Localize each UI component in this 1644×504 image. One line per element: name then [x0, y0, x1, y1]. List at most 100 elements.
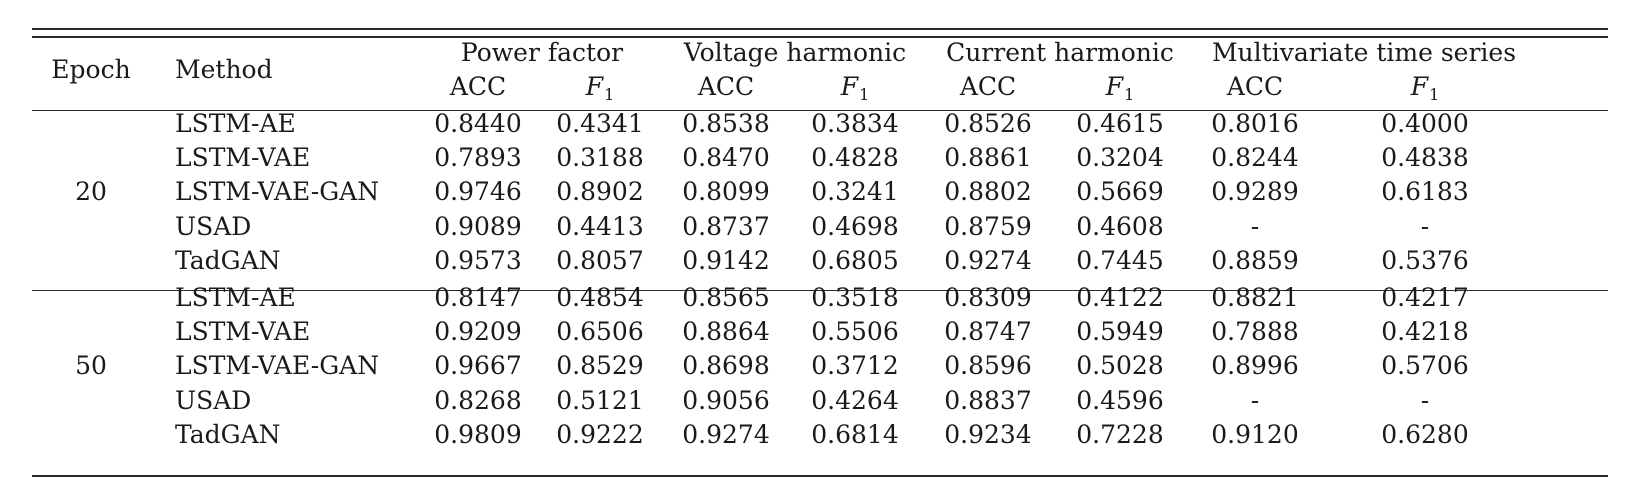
- value-cell: 0.9274: [944, 245, 1032, 275]
- value-cell: 0.6506: [556, 317, 644, 347]
- value-cell: 0.6280: [1381, 419, 1469, 449]
- value-cell: 0.8309: [944, 283, 1032, 312]
- value-cell: 0.3204: [1076, 143, 1164, 173]
- f-symbol: F: [1410, 72, 1429, 101]
- method-cell: TadGAN: [175, 419, 281, 449]
- value-cell: 0.8057: [556, 245, 644, 275]
- value-cell: 0.8529: [556, 351, 644, 381]
- f-symbol: F: [840, 72, 859, 101]
- value-cell: 0.9667: [434, 351, 522, 381]
- value-cell: 0.8996: [1211, 351, 1299, 381]
- value-cell: 0.4413: [556, 211, 644, 241]
- value-cell: 0.3834: [811, 109, 899, 138]
- header-rule: [32, 110, 1608, 112]
- method-cell: LSTM-VAE: [175, 317, 311, 347]
- value-cell: 0.4615: [1076, 109, 1164, 138]
- value-cell: 0.8596: [944, 351, 1032, 381]
- value-cell: 0.7893: [434, 143, 522, 173]
- value-cell: 0.4854: [556, 283, 644, 312]
- value-cell: 0.3241: [811, 177, 899, 207]
- value-cell: 0.9274: [682, 419, 770, 449]
- header-f1: F1: [1411, 72, 1440, 110]
- method-cell: LSTM-AE: [175, 109, 296, 138]
- value-cell: 0.7228: [1076, 419, 1164, 449]
- value-cell: 0.4608: [1076, 211, 1164, 241]
- value-cell: 0.4217: [1381, 283, 1469, 312]
- value-cell: 0.8802: [944, 177, 1032, 207]
- value-cell: 0.8440: [434, 109, 522, 138]
- value-cell: 0.4596: [1076, 385, 1164, 415]
- value-cell: 0.9056: [682, 385, 770, 415]
- value-cell: 0.8759: [944, 211, 1032, 241]
- f-subscript: 1: [859, 85, 870, 104]
- value-cell: 0.7445: [1076, 245, 1164, 275]
- header-f1: F1: [1106, 72, 1135, 110]
- header-group-1: Power factor: [460, 38, 624, 67]
- method-cell: TadGAN: [175, 245, 281, 275]
- value-cell: 0.6814: [811, 419, 899, 449]
- value-cell: 0.8861: [944, 143, 1032, 173]
- method-cell: USAD: [175, 211, 252, 241]
- value-cell: 0.4698: [811, 211, 899, 241]
- header-acc: ACC: [697, 72, 755, 101]
- value-cell: 0.3712: [811, 351, 899, 381]
- header-acc: ACC: [1226, 72, 1284, 101]
- value-cell: 0.5706: [1381, 351, 1469, 381]
- value-cell: 0.6805: [811, 245, 899, 275]
- value-cell: 0.5028: [1076, 351, 1164, 381]
- value-cell: 0.8859: [1211, 245, 1299, 275]
- value-cell: 0.8099: [682, 177, 770, 207]
- value-cell: 0.5121: [556, 385, 644, 415]
- value-cell: 0.5506: [811, 317, 899, 347]
- method-cell: LSTM-VAE-GAN: [175, 351, 380, 381]
- value-cell: 0.8538: [682, 109, 770, 138]
- header-group-3: Current harmonic: [946, 38, 1174, 67]
- header-method: Method: [175, 55, 273, 84]
- value-cell: 0.9289: [1211, 177, 1299, 207]
- method-cell: USAD: [175, 385, 252, 415]
- value-cell: 0.9222: [556, 419, 644, 449]
- value-cell: 0.8244: [1211, 143, 1299, 173]
- method-cell: LSTM-VAE-GAN: [175, 177, 380, 207]
- value-cell: 0.3518: [811, 283, 899, 312]
- value-cell: 0.8747: [944, 317, 1032, 347]
- value-cell: 0.8902: [556, 177, 644, 207]
- value-cell: 0.4122: [1076, 283, 1164, 312]
- value-cell: 0.8565: [682, 283, 770, 312]
- value-cell: 0.9746: [434, 177, 522, 207]
- value-cell: 0.4341: [556, 109, 644, 138]
- value-cell: 0.5669: [1076, 177, 1164, 207]
- value-cell: 0.8526: [944, 109, 1032, 138]
- method-cell: LSTM-AE: [175, 283, 296, 312]
- value-cell: 0.8470: [682, 143, 770, 173]
- value-cell: -: [1250, 385, 1260, 415]
- value-cell: 0.8837: [944, 385, 1032, 415]
- header-f1: F1: [841, 72, 870, 110]
- value-cell: -: [1250, 211, 1260, 241]
- value-cell: 0.9573: [434, 245, 522, 275]
- f-subscript: 1: [604, 85, 615, 104]
- value-cell: 0.9234: [944, 419, 1032, 449]
- header-acc: ACC: [959, 72, 1017, 101]
- value-cell: 0.9142: [682, 245, 770, 275]
- table-top-rule-inner: [32, 36, 1608, 38]
- value-cell: 0.6183: [1381, 177, 1469, 207]
- value-cell: 0.4000: [1381, 109, 1469, 138]
- group-separator-rule: [32, 290, 1608, 292]
- value-cell: 0.5376: [1381, 245, 1469, 275]
- header-group-2: Voltage harmonic: [683, 38, 907, 67]
- value-cell: -: [1420, 385, 1430, 415]
- value-cell: 0.4264: [811, 385, 899, 415]
- value-cell: 0.7888: [1211, 317, 1299, 347]
- method-cell: LSTM-VAE: [175, 143, 311, 173]
- table-bottom-rule: [32, 475, 1608, 477]
- value-cell: 0.8698: [682, 351, 770, 381]
- value-cell: 0.4218: [1381, 317, 1469, 347]
- value-cell: 0.8147: [434, 283, 522, 312]
- value-cell: 0.4828: [811, 143, 899, 173]
- f-symbol: F: [585, 72, 604, 101]
- value-cell: 0.8821: [1211, 283, 1299, 312]
- value-cell: -: [1420, 211, 1430, 241]
- value-cell: 0.9209: [434, 317, 522, 347]
- epoch-cell: 20: [75, 177, 107, 207]
